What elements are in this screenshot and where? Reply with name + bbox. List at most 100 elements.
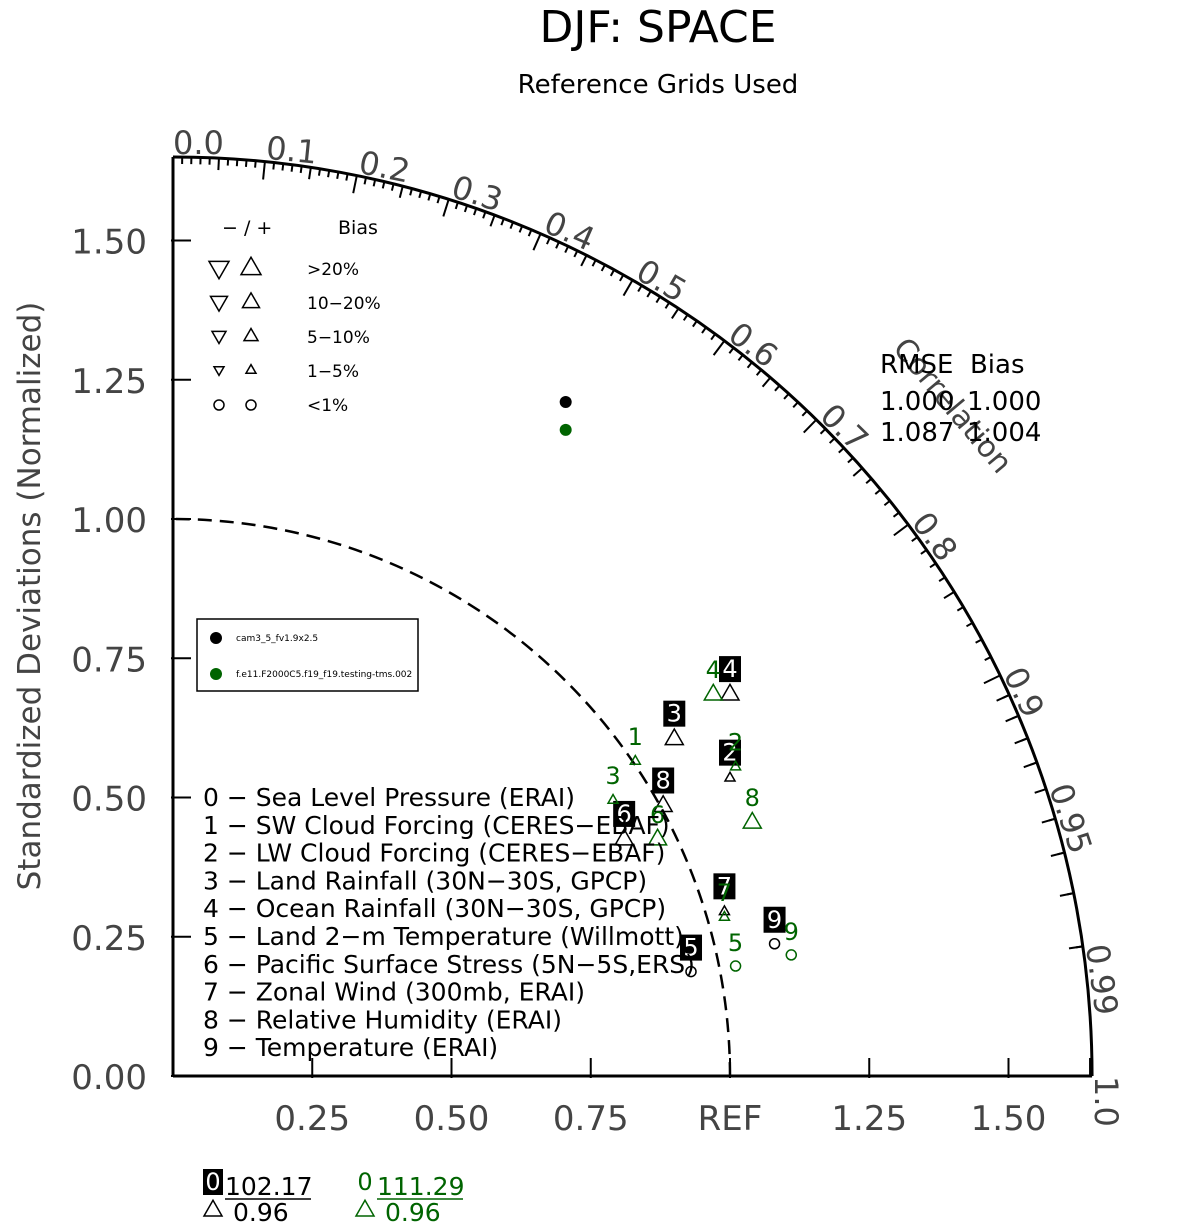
variable-list-item: 3 − Land Rainfall (30N−30S, GPCP) xyxy=(203,866,647,895)
correlation-tick xyxy=(682,314,689,321)
correlation-tick-label: 0.8 xyxy=(904,505,965,569)
axes xyxy=(171,155,1094,1078)
correlation-tick xyxy=(482,211,487,219)
variable-list-item: 1 − SW Cloud Forcing (CERES−EBAF) xyxy=(203,811,670,840)
correlation-tick xyxy=(390,183,395,191)
bias-legend-marker xyxy=(241,291,261,309)
correlation-tick xyxy=(646,290,652,298)
offscale-bias: 0.96 xyxy=(385,1198,441,1227)
point-label: 2 xyxy=(728,729,743,757)
correlation-tick xyxy=(308,167,312,180)
variable-list-item: 9 − Temperature (ERAI) xyxy=(203,1033,498,1062)
y-tick-label: 1.00 xyxy=(71,501,147,541)
point-label: 9 xyxy=(784,918,799,946)
bias-legend-bias-header: Bias xyxy=(338,217,378,239)
correlation-tick xyxy=(975,638,983,644)
y-tick-label: 1.50 xyxy=(71,223,147,263)
outer-arc xyxy=(172,155,1094,1077)
point-label-box xyxy=(713,873,736,900)
correlation-tick-label: 0.4 xyxy=(539,203,601,258)
offscale-marker xyxy=(202,1198,224,1217)
correlation-tick xyxy=(454,201,459,210)
x-tick-label: 1.25 xyxy=(831,1099,907,1139)
variable-list-item: 7 − Zonal Wind (300mb, ERAI) xyxy=(203,978,585,1007)
point-label-box xyxy=(680,934,703,961)
point-label: 4 xyxy=(706,656,721,684)
bias-legend-marker xyxy=(244,363,258,375)
offscale-values: 0 102.170.960 111.290.96 xyxy=(202,1168,464,1227)
correlation-tick xyxy=(1005,714,1019,723)
correlation-tick xyxy=(1023,761,1038,769)
bias-legend-marker xyxy=(213,399,225,411)
point-marker xyxy=(629,754,642,765)
point-marker xyxy=(702,682,724,701)
correlation-tick xyxy=(892,511,900,518)
correlation-tick-label: 1.0 xyxy=(1087,1076,1125,1127)
correlation-tick xyxy=(956,606,964,612)
point-marker xyxy=(785,949,798,961)
point-marker xyxy=(685,965,697,978)
point-marker xyxy=(729,759,742,771)
variable-list-item: 8 − Relative Humidity (ERAI) xyxy=(203,1005,562,1034)
variable-list-item: 4 − Ocean Rainfall (30N−30S, GPCP) xyxy=(203,894,666,923)
correlation-tick xyxy=(984,656,992,662)
point-label-box xyxy=(652,767,675,794)
correlation-tick xyxy=(363,177,367,185)
correlation-tick-label: 0.99 xyxy=(1078,942,1126,1018)
variable-list: 0 − Sea Level Pressure (ERAI)1 − SW Clou… xyxy=(203,783,695,1062)
correlation-tick xyxy=(819,428,827,435)
correlation-tick xyxy=(938,576,946,582)
correlation-tick xyxy=(564,245,570,254)
point-label: 4 xyxy=(722,655,737,683)
y-tick-label: 1.25 xyxy=(71,362,147,402)
bias-legend-label: 10−20% xyxy=(307,294,381,314)
correlation-tick xyxy=(327,170,331,178)
correlation-tick xyxy=(1059,892,1074,897)
rmse-bias-header: RMSE Bias xyxy=(880,350,1025,380)
bias-legend-label: 1−5% xyxy=(307,362,359,382)
point-marker xyxy=(647,827,668,846)
point-label: 8 xyxy=(745,784,760,812)
point-marker xyxy=(768,938,781,950)
point-label-box xyxy=(763,906,786,933)
correlation-tick xyxy=(532,233,542,251)
correlation-tick xyxy=(737,354,744,362)
offscale-label: 0 xyxy=(205,1168,220,1196)
correlation-tick xyxy=(352,175,358,194)
correlation-tick xyxy=(600,264,606,272)
correlation-tick xyxy=(893,523,909,537)
bias-legend-label: <1% xyxy=(307,396,348,416)
correlation-tick xyxy=(555,241,560,249)
series-legend-marker-1 xyxy=(210,668,222,680)
offscale-bias: 0.96 xyxy=(233,1198,289,1227)
point-label: 3 xyxy=(605,762,620,790)
y-axis-label: Standardized Deviations (Normalized) xyxy=(12,302,48,891)
point-label-box xyxy=(719,739,741,766)
point-marker xyxy=(718,904,731,916)
correlation-tick-label: 0.7 xyxy=(813,396,876,459)
correlation-tick xyxy=(398,185,404,199)
correlation-tick xyxy=(996,694,1010,702)
variable-list-item: 6 − Pacific Surface Stress (5N−5S,ERS) xyxy=(203,950,695,979)
correlation-tick xyxy=(546,237,551,245)
correlation-tick xyxy=(262,161,266,180)
reference-arc xyxy=(172,517,732,1077)
correlation-tick xyxy=(801,410,808,417)
bias-value: 1.000 xyxy=(967,387,1041,417)
correlation-tick xyxy=(591,259,597,267)
bias-legend-marker xyxy=(207,260,231,281)
y-tick-label: 0.50 xyxy=(71,780,147,820)
correlation-tick-label: 0.6 xyxy=(721,314,785,375)
correlation-tick xyxy=(463,204,469,213)
correlation-tick xyxy=(527,229,533,237)
correlation-tick xyxy=(828,437,836,444)
y-tick-label: 0.75 xyxy=(71,640,147,680)
offscale-label-box xyxy=(203,1169,223,1195)
correlation-tick xyxy=(929,562,937,569)
correlation-tick xyxy=(442,198,450,217)
point-label: 9 xyxy=(767,906,782,934)
correlation-tick xyxy=(774,384,781,392)
point-label: 2 xyxy=(722,739,737,767)
bias-legend-sign-header: − / + xyxy=(222,217,272,239)
